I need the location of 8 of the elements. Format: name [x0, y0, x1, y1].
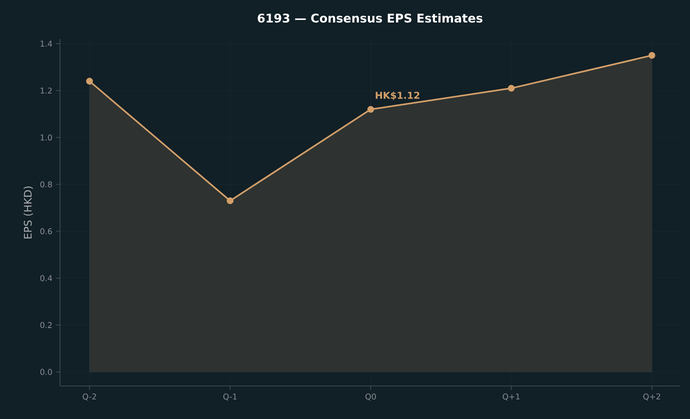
point — [508, 84, 515, 92]
y-axis-title: EPS (HKD) — [24, 186, 33, 238]
point — [367, 106, 374, 113]
point — [86, 78, 93, 85]
annotation: HK$1.12 — [376, 92, 420, 100]
point — [648, 52, 656, 59]
point — [226, 197, 234, 204]
chart-title: 6193 — Consensus EPS Estimates — [258, 13, 482, 23]
